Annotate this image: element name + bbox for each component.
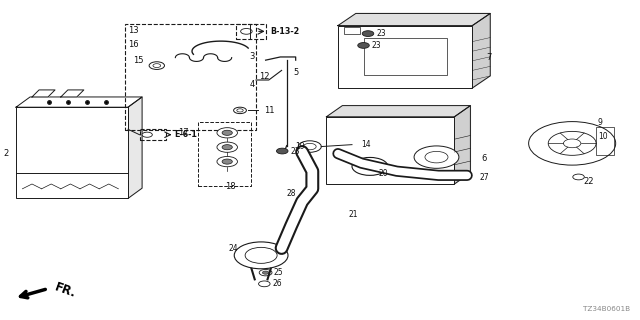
Circle shape [352, 157, 388, 175]
Circle shape [563, 139, 581, 148]
Text: TZ34B0601B: TZ34B0601B [583, 306, 630, 312]
Text: 2: 2 [3, 149, 8, 158]
Bar [364, 38, 447, 75]
Circle shape [222, 130, 232, 135]
Polygon shape [16, 97, 142, 107]
Circle shape [303, 143, 316, 150]
Bar [236, 24, 266, 39]
Bar [596, 127, 614, 155]
Circle shape [358, 43, 369, 48]
Text: 17: 17 [178, 128, 189, 137]
Text: 23: 23 [376, 29, 386, 38]
Text: 21: 21 [349, 210, 358, 219]
Circle shape [234, 242, 288, 269]
Bar [140, 129, 166, 140]
Circle shape [548, 132, 596, 155]
Circle shape [222, 159, 232, 164]
Text: 28: 28 [286, 189, 296, 198]
Text: 11: 11 [264, 106, 275, 115]
Text: FR.: FR. [52, 280, 77, 300]
Circle shape [217, 128, 237, 138]
Text: 19: 19 [295, 142, 305, 151]
Text: B-13-2: B-13-2 [270, 27, 300, 36]
Circle shape [362, 31, 374, 36]
Circle shape [298, 141, 321, 152]
Text: 23: 23 [291, 147, 300, 156]
Bar [338, 26, 472, 88]
Polygon shape [32, 90, 55, 97]
Bar [326, 117, 454, 184]
Circle shape [153, 64, 161, 68]
Circle shape [234, 107, 246, 114]
Text: 22: 22 [584, 177, 594, 186]
Bar [198, 122, 251, 186]
Text: 9: 9 [598, 118, 603, 127]
Bar [344, 27, 360, 34]
Text: 16: 16 [128, 40, 139, 49]
Circle shape [262, 271, 269, 274]
Polygon shape [61, 90, 84, 97]
Text: 5: 5 [293, 68, 298, 76]
Circle shape [217, 142, 237, 152]
Circle shape [573, 174, 584, 180]
Text: 10: 10 [598, 132, 607, 140]
Circle shape [276, 148, 288, 154]
Circle shape [425, 151, 448, 163]
Circle shape [529, 122, 616, 165]
Text: 27: 27 [480, 173, 490, 182]
Circle shape [222, 145, 232, 150]
Circle shape [245, 247, 277, 263]
Text: 12: 12 [259, 72, 269, 81]
Text: 26: 26 [273, 279, 282, 288]
Circle shape [217, 156, 237, 167]
Text: 18: 18 [225, 182, 236, 191]
Polygon shape [338, 13, 490, 26]
Text: 25: 25 [274, 268, 284, 277]
Text: 14: 14 [362, 140, 371, 149]
Circle shape [142, 132, 152, 137]
Polygon shape [128, 97, 142, 198]
Text: 4: 4 [250, 80, 255, 89]
Bar [125, 24, 256, 130]
Text: 15: 15 [133, 56, 143, 65]
Text: 23: 23 [372, 41, 381, 50]
Text: E-6-1: E-6-1 [174, 130, 197, 139]
Text: 13: 13 [128, 26, 139, 35]
Circle shape [259, 269, 272, 276]
Text: 7: 7 [486, 53, 492, 62]
Text: 20: 20 [379, 169, 388, 178]
Text: 24: 24 [228, 244, 238, 253]
Circle shape [259, 281, 270, 287]
Text: 3: 3 [250, 52, 255, 61]
Polygon shape [326, 106, 470, 117]
Bar [16, 107, 128, 198]
Circle shape [241, 28, 252, 34]
Text: 6: 6 [481, 154, 486, 163]
Circle shape [237, 109, 243, 112]
Circle shape [414, 146, 459, 168]
Circle shape [149, 62, 164, 69]
Polygon shape [472, 13, 490, 88]
Polygon shape [454, 106, 470, 184]
